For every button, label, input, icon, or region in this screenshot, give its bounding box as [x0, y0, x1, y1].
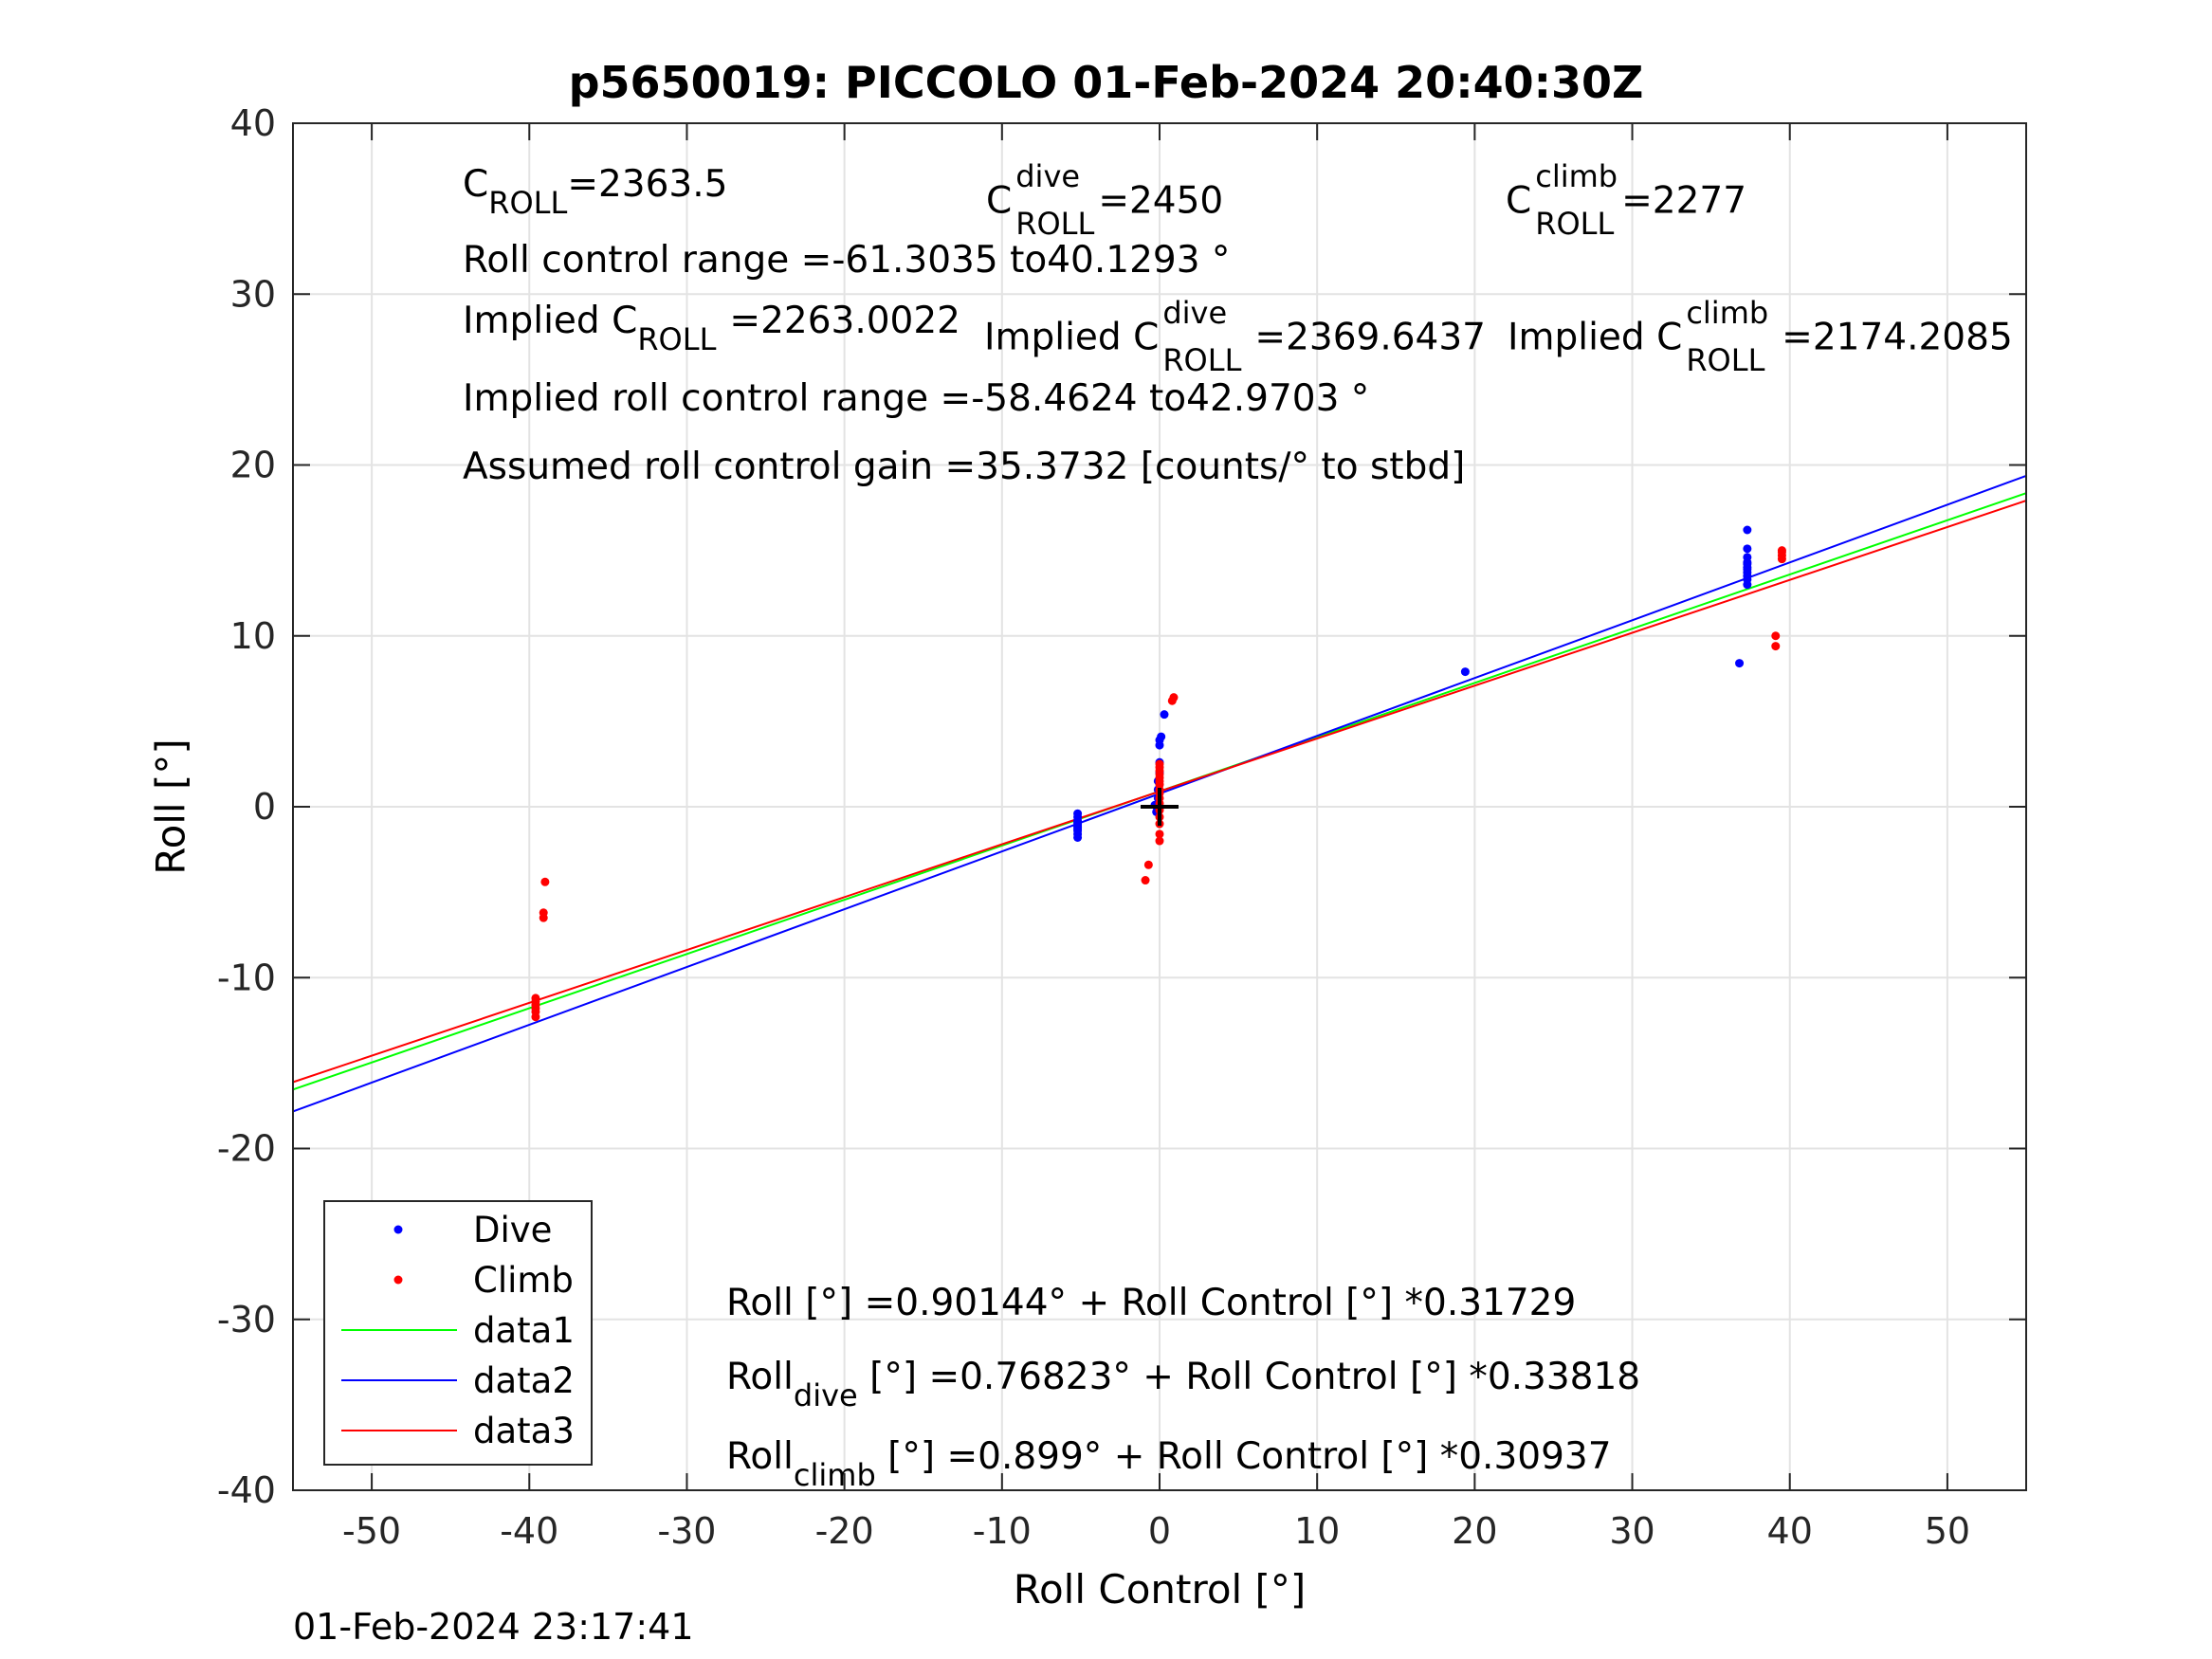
fit-equation-all: Roll [°] =0.90144° + Roll Control [°] *0… [726, 1282, 1577, 1324]
legend-label-data2: data2 [473, 1360, 575, 1401]
dive-point [1160, 710, 1169, 720]
dive-point [1157, 732, 1166, 741]
y-tick-label: 0 [253, 786, 276, 828]
climb-point [540, 877, 550, 886]
implied-c-roll-climb-value: =2174.2085 [1782, 316, 2013, 359]
timestamp: 01-Feb-2024 23:17:41 [293, 1606, 694, 1648]
implied-c-roll-dive-value: =2369.6437 [1254, 316, 1486, 359]
implied-c-roll-dive-prefix: Implied C [984, 316, 1160, 359]
dive-point [1743, 525, 1752, 535]
y-tick-label: -20 [217, 1128, 276, 1170]
axes-box [292, 122, 2027, 1491]
c-roll-climb-value: =2277 [1621, 179, 1747, 223]
implied-c-roll-prefix: Implied C [463, 300, 638, 342]
implied-c-roll-dive-superscript: dive [1162, 295, 1228, 331]
c-roll-dive-value: =2450 [1098, 179, 1224, 223]
climb-point [1155, 830, 1164, 839]
implied-c-roll-climb-subscript: ROLL [1686, 342, 1765, 378]
c-roll-dive-subscript: ROLL [1015, 206, 1095, 242]
data-points [531, 525, 1786, 1022]
c-roll-annotation: CROLL=2363.5 [463, 163, 728, 221]
x-tick-label: 20 [1452, 1510, 1497, 1552]
climb-point [1771, 642, 1781, 651]
c-roll-climb-superscript: climb [1535, 158, 1618, 194]
x-tick-label: 30 [1609, 1510, 1654, 1552]
c-roll-value: =2363.5 [567, 163, 728, 206]
climb-point [1777, 546, 1786, 556]
c-roll-subscript: ROLL [488, 185, 568, 221]
climb-point [1143, 860, 1153, 869]
center-cross-marker [1141, 788, 1179, 826]
y-tick-label: 40 [230, 102, 276, 144]
climb-point [1169, 693, 1179, 702]
legend: Dive Climb data1 data2 data3 [323, 1200, 593, 1466]
climb-point [1771, 631, 1781, 641]
dive-point [1735, 659, 1745, 668]
dive-point [1743, 544, 1752, 554]
x-tick-label: 50 [1925, 1510, 1970, 1552]
c-roll-dive-symbol: C [986, 179, 1013, 223]
y-tick-label: 20 [230, 445, 276, 486]
y-tick-label: 30 [230, 273, 276, 315]
x-axis-label: Roll Control [°] [1013, 1566, 1307, 1613]
x-tick-label: -50 [342, 1510, 401, 1552]
implied-c-roll-subscript: ROLL [637, 321, 717, 357]
y-tick-label: 10 [230, 615, 276, 657]
x-tick-label: -10 [973, 1510, 1032, 1552]
x-tick-label: 40 [1767, 1510, 1813, 1552]
implied-c-roll-dive-subscript: ROLL [1162, 342, 1242, 378]
fit-dive-subscript: dive [793, 1377, 858, 1413]
fit-climb-base: Roll [726, 1435, 794, 1478]
legend-marker-dive [393, 1225, 403, 1234]
x-tick-label: 10 [1294, 1510, 1340, 1552]
legend-box [323, 1200, 593, 1466]
dive-point [1073, 832, 1083, 842]
legend-marker-climb [393, 1275, 403, 1285]
implied-c-roll-climb-prefix: Implied C [1508, 316, 1683, 359]
climb-point [531, 1012, 540, 1022]
implied-roll-control-range: Implied roll control range =-58.4624 to4… [463, 377, 1370, 420]
legend-label-dive: Dive [473, 1210, 552, 1250]
climb-point [1155, 836, 1164, 846]
x-tick-label: -40 [500, 1510, 558, 1552]
chart-title: p5650019: PICCOLO 01-Feb-2024 20:40:30Z [568, 57, 1644, 108]
dive-point [1460, 667, 1470, 677]
dive-point [1743, 553, 1752, 562]
legend-label-data3: data3 [473, 1411, 575, 1451]
assumed-roll-control-gain: Assumed roll control gain =35.3732 [coun… [463, 446, 1466, 488]
y-tick-label: -10 [217, 957, 276, 998]
legend-label-climb: Climb [473, 1260, 574, 1301]
climb-point [539, 908, 548, 918]
c-roll-dive-superscript: dive [1015, 158, 1081, 194]
y-tick-label: -40 [217, 1469, 276, 1511]
fit-climb-rest: [°] =0.899° + Roll Control [°] *0.30937 [875, 1435, 1612, 1478]
fit-equation-climb: Rollclimb [°] =0.899° + Roll Control [°]… [726, 1435, 1612, 1493]
climb-point [1155, 759, 1164, 769]
tick-labels: -50 -40 -30 -20 -10 0 10 20 30 40 50 -40 -30 -20 -10 0 1… [217, 102, 1970, 1552]
legend-label-data1: data1 [473, 1310, 575, 1351]
y-tick-label: -30 [217, 1299, 276, 1340]
x-tick-label: -20 [815, 1510, 874, 1552]
fit-climb-subscript: climb [793, 1457, 876, 1493]
y-axis-label: Roll [°] [147, 738, 194, 875]
climb-point [1141, 876, 1150, 885]
fit-dive-rest: [°] =0.76823° + Roll Control [°] *0.3381… [857, 1356, 1641, 1398]
fit-equation-dive: Rolldive [°] =0.76823° + Roll Control [°… [726, 1356, 1641, 1413]
c-roll-climb-subscript: ROLL [1535, 206, 1615, 242]
roll-control-range: Roll control range =-61.3035 to40.1293 ° [463, 239, 1231, 282]
implied-c-roll-value: =2263.0022 [729, 300, 960, 342]
fit-dive-base: Roll [726, 1356, 794, 1398]
x-tick-label: -30 [657, 1510, 716, 1552]
implied-c-roll-annotation: Implied CROLL =2263.0022 [463, 300, 960, 357]
x-tick-label: 0 [1148, 1510, 1171, 1552]
c-roll-climb-symbol: C [1506, 179, 1532, 223]
implied-c-roll-climb-superscript: climb [1686, 295, 1769, 331]
c-roll-symbol: C [463, 163, 489, 206]
